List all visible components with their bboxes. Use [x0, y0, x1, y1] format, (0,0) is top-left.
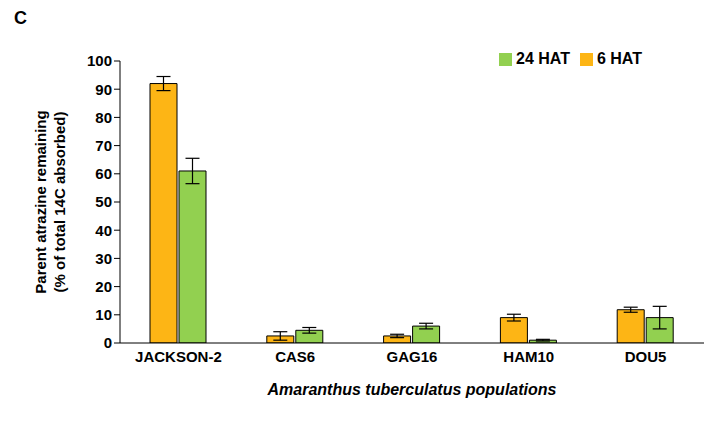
svg-text:DOU5: DOU5 [625, 348, 667, 365]
svg-text:100: 100 [87, 52, 112, 69]
svg-text:60: 60 [95, 165, 112, 182]
svg-text:30: 30 [95, 250, 112, 267]
svg-text:0: 0 [104, 334, 112, 351]
html-text:C: C [14, 8, 27, 28]
svg-text:JACKSON-2: JACKSON-2 [135, 348, 222, 365]
svg-text:CAS6: CAS6 [275, 348, 315, 365]
svg-text:50: 50 [95, 193, 112, 210]
html-text:6 HAT: 6 HAT [597, 50, 642, 67]
svg-text:90: 90 [95, 81, 112, 98]
svg-text:10: 10 [95, 306, 112, 323]
svg-text:70: 70 [95, 137, 112, 154]
svg-text:20: 20 [95, 278, 112, 295]
svg-text:80: 80 [95, 109, 112, 126]
svg-text:Amaranthus tuberculatus popula: Amaranthus tuberculatus populations [267, 381, 557, 398]
svg-text:GAG16: GAG16 [387, 348, 438, 365]
svg-text:Parent atrazine remaining(% of: Parent atrazine remaining(% of total 14C… [32, 110, 68, 293]
html-text:24 HAT: 24 HAT [516, 50, 570, 67]
svg-text:40: 40 [95, 222, 112, 239]
svg-text:HAM10: HAM10 [503, 348, 554, 365]
